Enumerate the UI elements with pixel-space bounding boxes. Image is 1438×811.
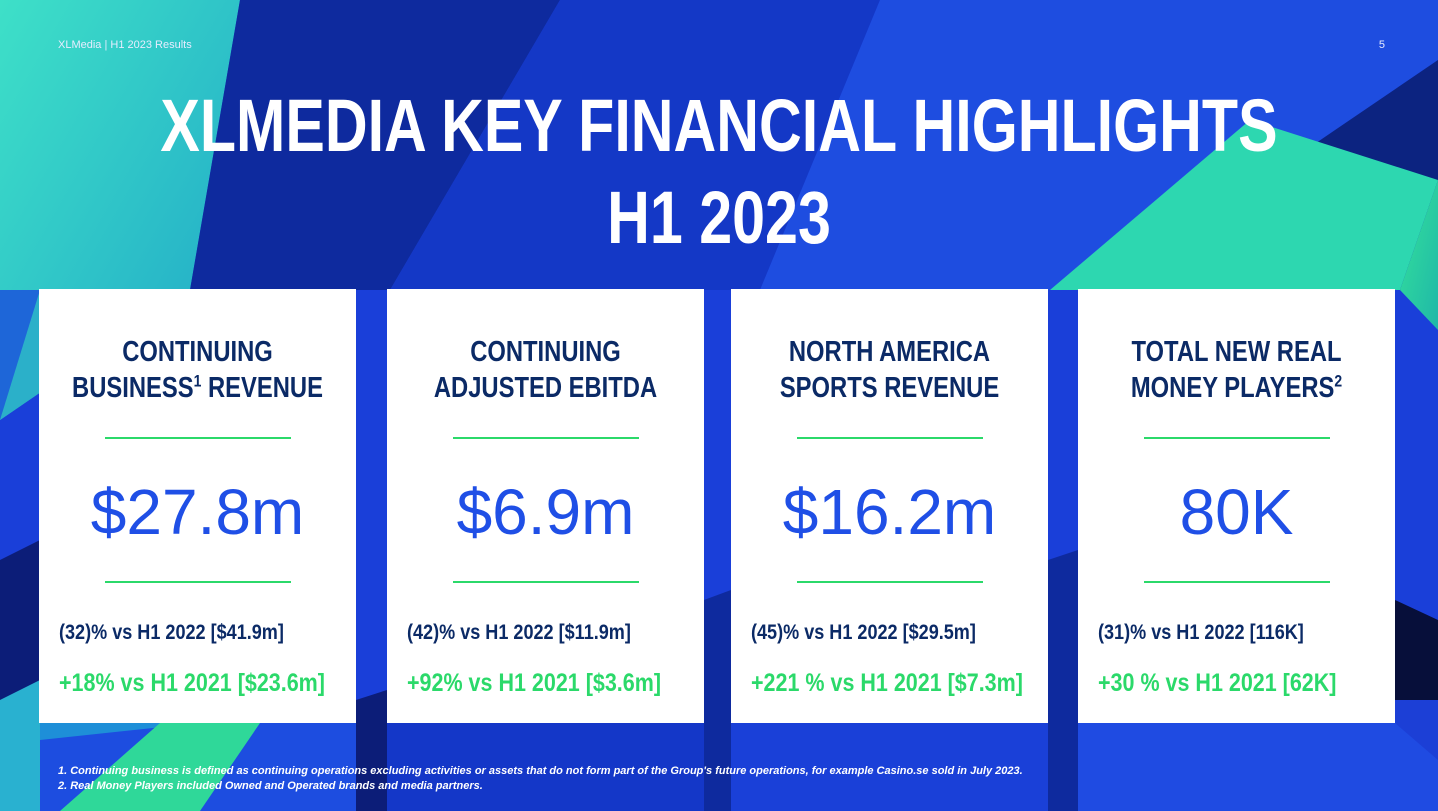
card-continuing-business-revenue: CONTINUING BUSINESS1 REVENUE $27.8m (32)… xyxy=(39,289,356,723)
card-title: CONTINUING BUSINESS1 REVENUE xyxy=(68,334,328,406)
comparison-h1-2021: +92% vs H1 2021 [$3.6m] xyxy=(407,669,661,697)
comparison-h1-2021: +18% vs H1 2021 [$23.6m] xyxy=(59,669,325,697)
card-total-new-real-money-players: TOTAL NEW REAL MONEY PLAYERS2 80K (31)% … xyxy=(1078,289,1395,723)
divider-bottom xyxy=(105,581,291,583)
page-title: XLMEDIA KEY FINANCIAL HIGHLIGHTS H1 2023 xyxy=(144,80,1294,264)
card-title-line-1: CONTINUING xyxy=(470,336,621,368)
page-title-line-2: H1 2023 xyxy=(607,176,831,259)
kpi-value: $27.8m xyxy=(90,476,305,548)
card-title-line-2-text: MONEY PLAYERS xyxy=(1130,372,1335,404)
divider-top xyxy=(453,437,639,439)
card-continuing-adjusted-ebitda: CONTINUING ADJUSTED EBITDA $6.9m (42)% v… xyxy=(387,289,704,723)
divider-top xyxy=(105,437,291,439)
divider-bottom xyxy=(1144,581,1330,583)
comparison-h1-2022: (32)% vs H1 2022 [$41.9m] xyxy=(59,621,284,644)
page-title-line-1: XLMEDIA KEY FINANCIAL HIGHLIGHTS xyxy=(160,84,1278,167)
card-title-line-1: CONTINUING xyxy=(122,336,273,368)
divider-top xyxy=(1144,437,1330,439)
card-title-line-1: NORTH AMERICA xyxy=(788,336,991,368)
card-title-line-1: TOTAL NEW REAL xyxy=(1131,336,1342,368)
header-doc-label: XLMedia | H1 2023 Results xyxy=(58,39,192,51)
comparison-h1-2021: +221 % vs H1 2021 [$7.3m] xyxy=(751,669,1023,697)
kpi-value: 80K xyxy=(1179,476,1294,548)
page-number: 5 xyxy=(1378,39,1385,51)
kpi-value: $16.2m xyxy=(782,476,997,548)
card-title-line-2: SPORTS REVENUE xyxy=(779,372,1000,404)
comparison-h1-2022: (45)% vs H1 2022 [$29.5m] xyxy=(751,621,976,644)
card-title-line-2: BUSINESS1 REVENUE xyxy=(68,370,328,406)
footnote-2: 2. Real Money Players included Owned and… xyxy=(58,780,483,792)
footnote-1: 1. Continuing business is defined as con… xyxy=(58,765,1023,777)
card-title-line-2-rest: REVENUE xyxy=(201,372,323,404)
kpi-value: $6.9m xyxy=(456,476,635,548)
footnote-marker: 1 xyxy=(193,371,202,391)
divider-top xyxy=(797,437,983,439)
card-title: CONTINUING ADJUSTED EBITDA xyxy=(416,334,676,406)
comparison-h1-2021: +30 % vs H1 2021 [62K] xyxy=(1098,669,1337,697)
card-title-line-2: MONEY PLAYERS2 xyxy=(1107,370,1367,406)
card-title-line-2-text: BUSINESS xyxy=(72,372,194,404)
footnote-marker: 2 xyxy=(1334,371,1343,391)
card-title: NORTH AMERICA SPORTS REVENUE xyxy=(760,334,1020,406)
divider-bottom xyxy=(797,581,983,583)
divider-bottom xyxy=(453,581,639,583)
card-title-line-2: ADJUSTED EBITDA xyxy=(433,372,658,404)
card-title: TOTAL NEW REAL MONEY PLAYERS2 xyxy=(1107,334,1367,406)
comparison-h1-2022: (42)% vs H1 2022 [$11.9m] xyxy=(407,621,631,644)
card-north-america-sports-revenue: NORTH AMERICA SPORTS REVENUE $16.2m (45)… xyxy=(731,289,1048,723)
comparison-h1-2022: (31)% vs H1 2022 [116K] xyxy=(1098,621,1304,644)
footnotes: 1. Continuing business is defined as con… xyxy=(58,764,1023,794)
